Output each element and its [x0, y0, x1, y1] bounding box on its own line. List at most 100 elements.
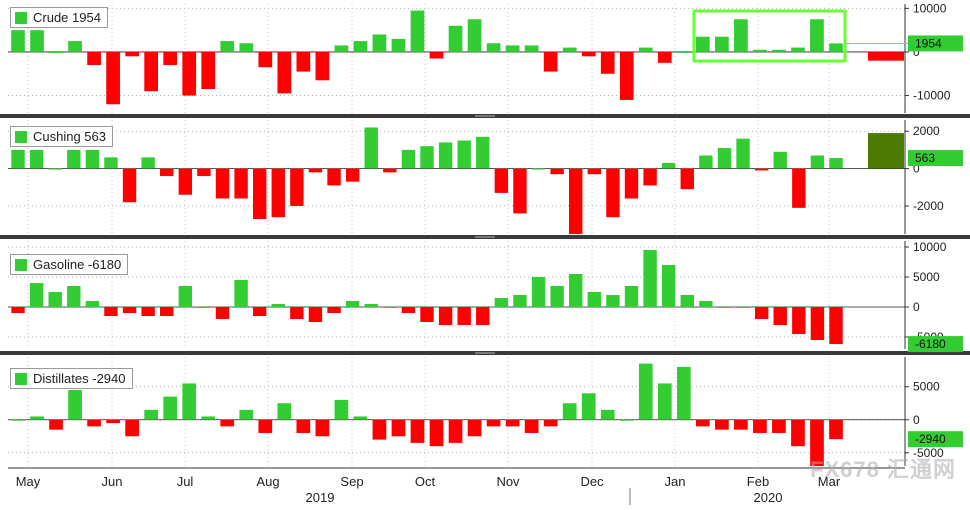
bar — [476, 136, 490, 169]
bar — [695, 419, 710, 427]
bar — [296, 419, 311, 433]
x-tick-label: Mar — [818, 474, 841, 489]
bar — [220, 41, 235, 52]
legend-crude-label: Crude 1954 — [33, 10, 101, 25]
bar — [239, 409, 254, 420]
y-tick-label: 0 — [913, 413, 920, 427]
bar — [715, 36, 729, 52]
bar — [125, 51, 139, 57]
bar — [791, 419, 805, 447]
bar — [695, 36, 710, 52]
last-value-label: -6180 — [915, 337, 946, 351]
bar — [513, 168, 527, 214]
bar — [550, 168, 564, 175]
bar — [624, 168, 639, 199]
bar — [234, 168, 248, 199]
bar — [290, 168, 304, 206]
bar — [772, 49, 786, 52]
bar — [734, 19, 748, 52]
bar — [122, 307, 137, 313]
bar — [345, 301, 360, 307]
bar — [401, 307, 416, 313]
bar — [657, 51, 672, 63]
bar — [327, 168, 341, 186]
bar — [680, 295, 694, 307]
last-value-label-bg — [908, 431, 963, 448]
crude-forecast-block — [868, 51, 904, 61]
bar — [345, 168, 360, 182]
legend-crude-swatch — [15, 11, 27, 24]
bar — [550, 286, 564, 307]
bar — [680, 168, 694, 190]
bar — [773, 307, 787, 325]
bar — [676, 51, 691, 53]
bar — [676, 366, 691, 420]
bar — [505, 419, 520, 427]
bar — [736, 138, 750, 169]
bar — [48, 168, 62, 170]
bar — [11, 149, 25, 169]
bar — [467, 419, 482, 437]
bar — [643, 250, 657, 307]
bar — [699, 155, 713, 169]
bar — [308, 307, 323, 322]
bar — [736, 307, 750, 308]
bar — [600, 51, 615, 74]
bar — [753, 419, 767, 433]
bar — [410, 10, 425, 52]
bar — [429, 51, 444, 59]
bar — [754, 307, 769, 319]
bar — [810, 307, 825, 340]
bar — [163, 396, 178, 420]
y-tick-label: 10000 — [913, 240, 947, 254]
bar — [772, 419, 786, 433]
bar — [524, 45, 539, 52]
bar — [829, 307, 843, 345]
bar — [734, 419, 748, 430]
legend-cushing-swatch — [15, 130, 27, 143]
last-value-label-bg — [908, 150, 963, 167]
bar — [364, 304, 378, 307]
bar — [327, 307, 341, 313]
bar — [699, 301, 713, 307]
bar — [420, 307, 434, 322]
bar — [104, 307, 118, 316]
bar — [353, 41, 368, 52]
bar — [457, 140, 471, 169]
bar — [438, 307, 453, 325]
bar — [29, 283, 44, 307]
bar — [391, 38, 406, 52]
bar — [296, 51, 311, 72]
highlight-box — [692, 9, 847, 63]
bar — [252, 168, 267, 220]
bar — [810, 155, 825, 169]
bar — [531, 277, 546, 307]
bar — [215, 168, 230, 199]
bar — [420, 146, 434, 169]
bar — [829, 43, 843, 52]
bar — [383, 307, 397, 308]
bar — [104, 157, 118, 169]
x-tick-label: May — [16, 474, 41, 489]
bar — [587, 292, 602, 307]
bar — [141, 307, 155, 316]
bar — [619, 51, 634, 100]
y-tick-label: -10000 — [913, 89, 951, 103]
y-tick-label: -5000 — [913, 446, 944, 460]
bar — [67, 149, 81, 169]
bar — [48, 292, 62, 307]
bar — [429, 419, 444, 447]
bar — [438, 142, 453, 169]
bar — [638, 363, 653, 420]
bar — [810, 419, 824, 466]
bar — [30, 30, 44, 52]
bar — [810, 19, 824, 52]
bar — [178, 286, 193, 307]
bar — [401, 149, 416, 169]
bar — [531, 168, 546, 170]
y-tick-label: 5000 — [913, 380, 940, 394]
legend-cushing: Cushing 563 — [10, 126, 113, 147]
bar — [829, 419, 843, 440]
bar — [410, 419, 425, 443]
bar — [791, 47, 805, 52]
